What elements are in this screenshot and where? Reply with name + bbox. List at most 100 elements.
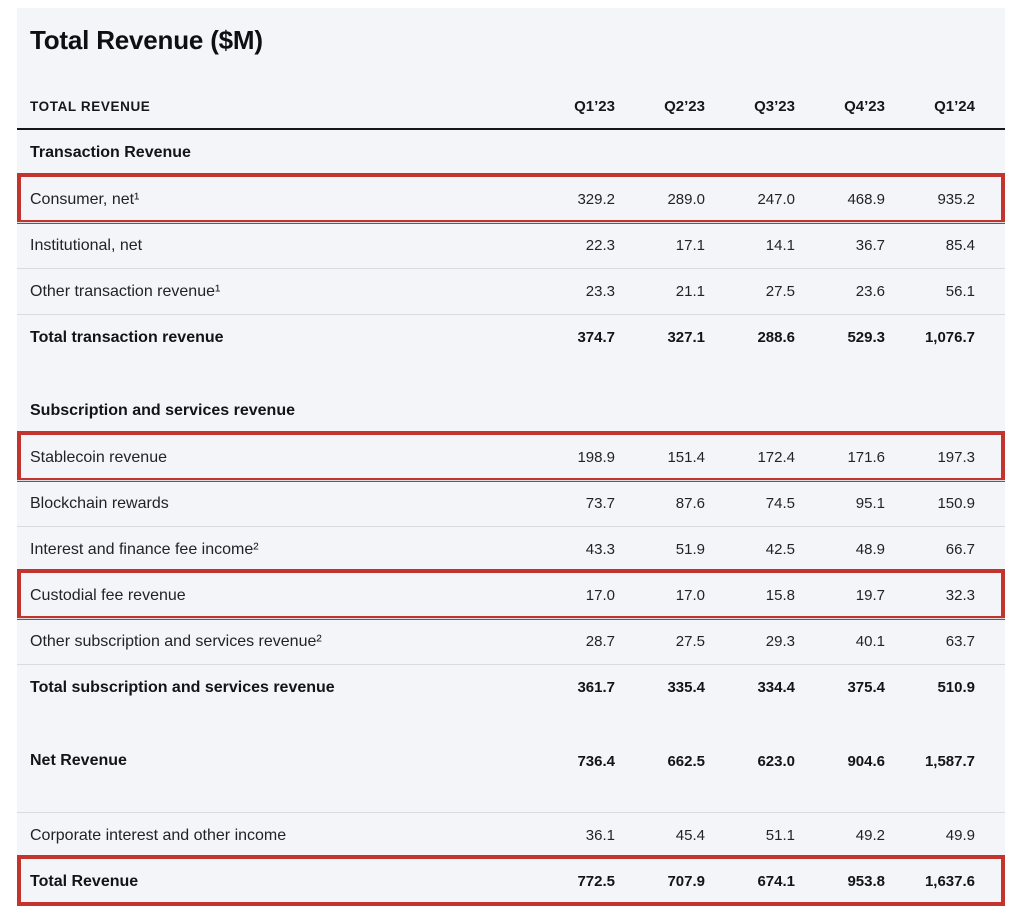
cell-value: 510.9	[937, 679, 975, 696]
table-header-label: TOTAL REVENUE	[30, 99, 151, 114]
cell-value: 335.4	[667, 679, 705, 696]
cell-value: 29.3	[765, 633, 795, 650]
cell-value: 17.1	[675, 237, 705, 254]
table-section: Subscription and services revenue Stablec…	[17, 388, 1005, 710]
table-row: Corporate interest and other income 36.1 4…	[17, 812, 1005, 858]
section-heading-label: Subscription and services revenue	[30, 402, 295, 419]
cell-value: 36.1	[585, 827, 615, 844]
cell-value: 22.3	[585, 237, 615, 254]
cell-value: 48.9	[855, 541, 885, 558]
cell-value: 151.4	[667, 449, 705, 466]
cell-value: 32.3	[945, 587, 975, 604]
row-label: Net Revenue	[30, 752, 127, 769]
cell-value: 51.1	[765, 827, 795, 844]
row-label: Total subscription and services revenue	[30, 678, 335, 696]
cell-value: 27.5	[765, 283, 795, 300]
table-row: Net Revenue 736.4 662.5 623.0 904.6 1,587.7	[17, 738, 1005, 784]
cell-value: 85.4	[945, 237, 975, 254]
cell-value: 43.3	[585, 541, 615, 558]
row-label: Other subscription and services revenue²	[30, 632, 322, 650]
cell-value: 87.6	[675, 495, 705, 512]
table-section: Transaction Revenue Consumer, net¹ 329.2 28…	[17, 130, 1005, 360]
cell-value: 15.8	[765, 587, 795, 604]
cell-value: 40.1	[855, 633, 885, 650]
cell-value: 56.1	[945, 283, 975, 300]
cell-value: 197.3	[937, 449, 975, 466]
cell-value: 49.9	[945, 827, 975, 844]
table-row: Institutional, net 22.3 17.1 14.1 36.7 85.4	[17, 222, 1005, 268]
row-label: Other transaction revenue¹	[30, 282, 221, 300]
cell-value: 1,587.7	[924, 752, 975, 770]
cell-value: 19.7	[855, 587, 885, 604]
cell-value: 327.1	[667, 329, 705, 346]
cell-value: 95.1	[855, 495, 885, 512]
cell-value: 329.2	[577, 191, 615, 208]
table-body: Transaction Revenue Consumer, net¹ 329.2 28…	[17, 130, 1005, 906]
cell-value: 1,076.7	[924, 329, 975, 346]
cell-value: 361.7	[577, 679, 615, 696]
cell-value: 21.1	[675, 283, 705, 300]
table-section: Net Revenue 736.4 662.5 623.0 904.6 1,587.7	[17, 738, 1005, 784]
row-label: Blockchain rewards	[30, 494, 169, 512]
cell-value: 334.4	[757, 679, 795, 696]
section-heading-row: Transaction Revenue	[17, 130, 1005, 176]
table-row: Total transaction revenue 374.7 327.1 288.6…	[17, 314, 1005, 360]
cell-value: 171.6	[847, 449, 885, 466]
row-label: Interest and finance fee income²	[30, 540, 259, 558]
revenue-table-panel: Total Revenue ($M) TOTAL REVENUE Q1’23 Q2…	[17, 8, 1005, 906]
cell-value: 172.4	[757, 449, 795, 466]
cell-value: 289.0	[667, 191, 705, 208]
cell-value: 374.7	[577, 329, 615, 346]
cell-value: 17.0	[675, 587, 705, 604]
cell-value: 288.6	[757, 329, 795, 346]
cell-value: 45.4	[675, 827, 705, 844]
section-heading-label: Transaction Revenue	[30, 144, 191, 161]
cell-value: 674.1	[757, 873, 795, 890]
column-header: Q1’24	[934, 98, 975, 115]
table-header-row: TOTAL REVENUE Q1’23 Q2’23 Q3’23 Q4’23 Q1’24	[17, 98, 1005, 130]
cell-value: 904.6	[847, 752, 885, 770]
cell-value: 772.5	[577, 873, 615, 890]
row-label: Stablecoin revenue	[30, 448, 167, 466]
table-row: Stablecoin revenue 198.9 151.4 172.4 171.6 19…	[17, 431, 1005, 482]
cell-value: 51.9	[675, 541, 705, 558]
cell-value: 49.2	[855, 827, 885, 844]
cell-value: 63.7	[945, 633, 975, 650]
cell-value: 42.5	[765, 541, 795, 558]
page-title: Total Revenue ($M)	[30, 25, 263, 55]
cell-value: 953.8	[847, 873, 885, 890]
row-label: Institutional, net	[30, 236, 143, 254]
table-row: Total Revenue 772.5 707.9 674.1 953.8 1,637.6	[17, 855, 1005, 906]
cell-value: 66.7	[945, 541, 975, 558]
cell-value: 247.0	[757, 191, 795, 208]
cell-value: 375.4	[847, 679, 885, 696]
cell-value: 36.7	[855, 237, 885, 254]
table-row: Blockchain rewards 73.7 87.6 74.5 95.1 150.9	[17, 480, 1005, 526]
cell-value: 27.5	[675, 633, 705, 650]
cell-value: 150.9	[937, 495, 975, 512]
row-label: Corporate interest and other income	[30, 826, 287, 844]
column-header: Q4’23	[844, 98, 885, 115]
cell-value: 707.9	[667, 873, 705, 890]
cell-value: 468.9	[847, 191, 885, 208]
column-header: Q2’23	[664, 98, 705, 115]
cell-value: 736.4	[577, 752, 615, 770]
cell-value: 23.3	[585, 283, 615, 300]
cell-value: 17.0	[585, 587, 615, 604]
row-label: Total Revenue	[30, 872, 139, 890]
table-row: Other subscription and services revenue²…	[17, 618, 1005, 664]
cell-value: 623.0	[757, 752, 795, 770]
column-header: Q3’23	[754, 98, 795, 115]
cell-value: 662.5	[667, 752, 705, 770]
column-header: Q1’23	[574, 98, 615, 115]
cell-value: 935.2	[937, 191, 975, 208]
row-label: Total transaction revenue	[30, 328, 224, 346]
table-section: Corporate interest and other income 36.1 4…	[17, 812, 1005, 906]
table-row: Other transaction revenue¹ 23.3 21.1 27.5 23…	[17, 268, 1005, 314]
row-label: Custodial fee revenue	[30, 586, 186, 604]
table-row: Interest and finance fee income² 43.3 51.9…	[17, 526, 1005, 572]
cell-value: 529.3	[847, 329, 885, 346]
cell-value: 28.7	[585, 633, 615, 650]
cell-value: 14.1	[765, 237, 795, 254]
table-row: Consumer, net¹ 329.2 289.0 247.0 468.9 935.2	[17, 173, 1005, 224]
